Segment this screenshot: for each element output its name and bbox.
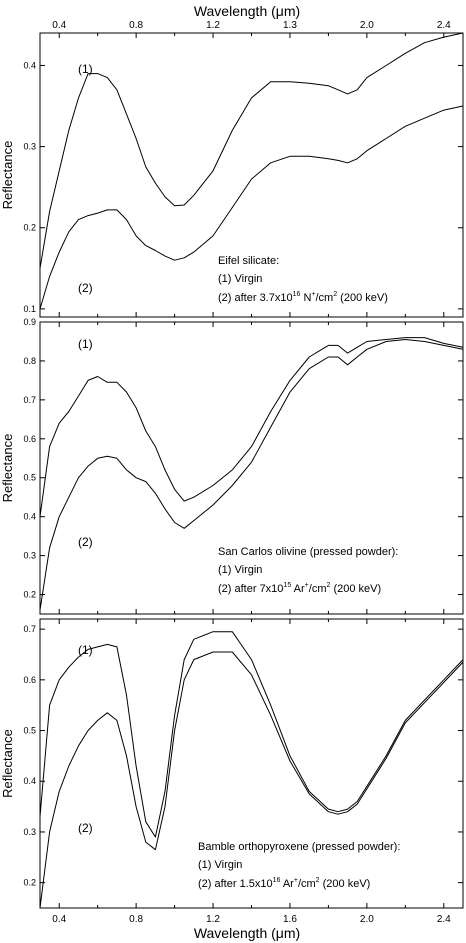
bottom-tick-label: 2.4: [437, 914, 451, 925]
y-axis-label: Reflectance: [0, 141, 15, 210]
top-tick-label: 2.4: [437, 20, 451, 31]
y-tick-label: 0.4: [23, 512, 36, 522]
y-tick-label: 0.6: [23, 675, 36, 685]
y-tick-label: 0.3: [23, 551, 36, 561]
plot-frame: [39, 618, 464, 909]
annotation-line-2: (2) after 1.5x1016 Ar+/cm2 (200 keV): [198, 877, 370, 890]
panel-san-carlos-olivine: 0.2 0.3 0.4 0.5 0.6 0.7 0.8 0.9 Reflectance (1) (2…: [0, 317, 464, 615]
series-label-2: (2): [78, 281, 93, 295]
y-tick-label: 0.3: [23, 142, 36, 152]
bottom-tick-label: 0.8: [129, 914, 143, 925]
series-label-2: (2): [78, 535, 93, 549]
y-axis-label: Reflectance: [0, 434, 15, 503]
top-tick-label: 0.8: [129, 20, 143, 31]
series-line-2: [39, 105, 464, 310]
y-tick-label: 0.6: [23, 434, 36, 444]
y-tick-label: 0.7: [23, 395, 36, 405]
y-tick-label: 0.1: [23, 304, 36, 314]
series-line-2: [39, 651, 464, 909]
series-line-1: [39, 337, 464, 517]
annotation-title: San Carlos olivine (pressed powder):: [218, 546, 398, 558]
annotation-line-1: (1) Virgin: [218, 564, 262, 576]
annotation-title: Eifel silicate:: [218, 255, 279, 267]
annotation-line-2: (2) after 3.7x1016 N+/cm2 (200 keV): [218, 291, 388, 304]
annotation-line-2: (2) after 7x1015 Ar+/cm2 (200 keV): [218, 582, 381, 595]
bottom-tick-label: 0.4: [52, 914, 66, 925]
y-tick-label: 0.4: [23, 776, 36, 786]
annotation-line-1: (1) Virgin: [198, 859, 242, 871]
bottom-axis-ticks: 0.4 0.8 1.2 1.6 2.0 2.4: [52, 914, 451, 925]
y-tick-label: 0.4: [23, 60, 36, 70]
y-tick-label: 0.2: [23, 223, 36, 233]
series-label-1: (1): [78, 62, 93, 76]
series-label-2: (2): [78, 821, 93, 835]
y-tick-label: 0.3: [23, 827, 36, 837]
y-tick-label: 0.8: [23, 356, 36, 366]
top-axis-ticks: 0.4 0.8 1.2 1.3 2.0 2.4: [52, 20, 451, 31]
top-tick-label: 2.0: [360, 20, 374, 31]
y-tick-label: 0.5: [23, 473, 36, 483]
annotation-title: Bamble orthopyroxene (pressed powder):: [198, 841, 400, 853]
panel-eifel-silicate: 0.1 0.2 0.3 0.4 Reflectance (1) (2) Eifel silic…: [0, 32, 464, 318]
annotation-line-1: (1) Virgin: [218, 273, 262, 285]
series-label-1: (1): [78, 337, 93, 351]
series-label-1: (1): [78, 643, 93, 657]
y-tick-label: 0.2: [23, 590, 36, 600]
top-axis-label: Wavelength (μm): [194, 3, 300, 19]
y-tick-label: 0.2: [23, 878, 36, 888]
series-line-2: [39, 339, 464, 611]
top-tick-label: 1.2: [206, 20, 220, 31]
panel-bamble-orthopyroxene: 0.2 0.3 0.4 0.5 0.6 0.7 Reflectance (1) (2) Bambl…: [0, 618, 464, 909]
y-axis-label: Reflectance: [0, 729, 15, 798]
top-tick-label: 1.3: [283, 20, 297, 31]
bottom-tick-label: 2.0: [360, 914, 374, 925]
y-tick-label: 0.7: [23, 624, 36, 634]
y-tick-label: 0.9: [23, 317, 36, 327]
bottom-tick-label: 1.6: [283, 914, 297, 925]
series-line-1: [39, 32, 464, 269]
series-line-1: [39, 631, 464, 838]
bottom-tick-label: 1.2: [206, 914, 220, 925]
top-tick-label: 0.4: [52, 20, 66, 31]
bottom-axis-label: Wavelength (μm): [194, 925, 300, 941]
y-tick-label: 0.5: [23, 726, 36, 736]
